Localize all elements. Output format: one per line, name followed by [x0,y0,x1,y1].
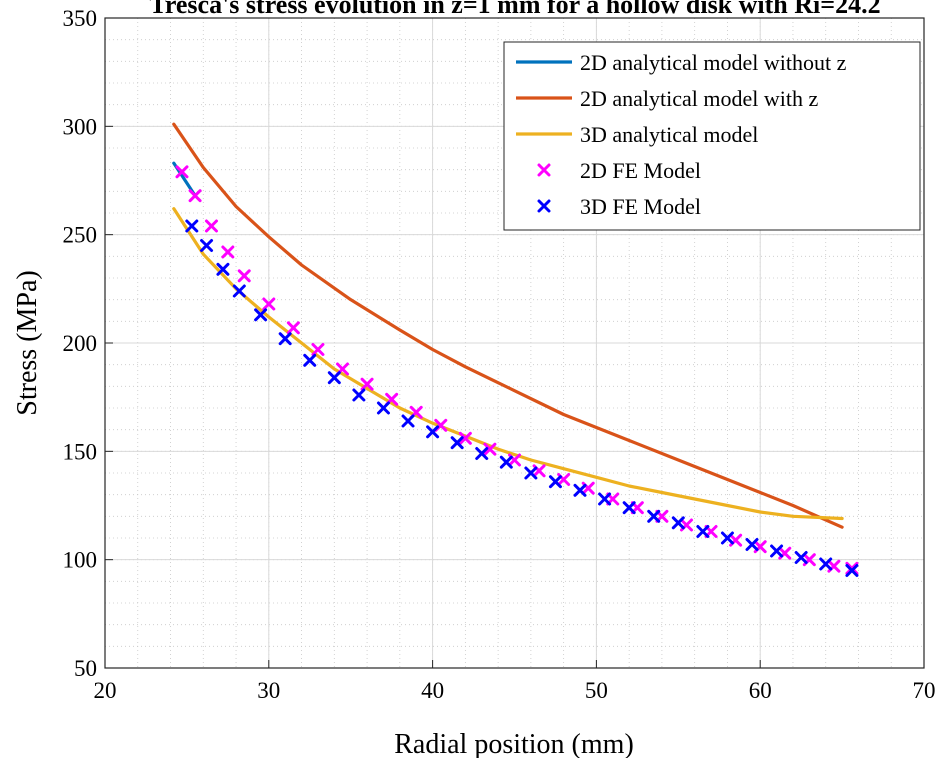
legend-label: 2D analytical model with z [580,86,818,111]
data-point-3d-fe-model [475,447,489,460]
x-tick-label: 30 [257,678,280,703]
data-point-3d-fe-model [450,436,464,450]
data-point-2d-fe-model [262,297,276,311]
data-point-3d-fe-model [327,371,341,385]
data-point-3d-fe-model [794,551,808,564]
data-point-3d-fe-model [647,509,661,523]
data-point-3d-fe-model [278,332,292,346]
data-point-2d-fe-model [188,189,202,203]
data-point-3d-fe-model [845,564,859,577]
y-tick-label: 100 [63,548,98,573]
data-point-3d-fe-model [524,466,538,480]
data-point-2d-fe-model [175,165,189,179]
data-point-2d-fe-model [845,561,859,575]
data-point-3d-fe-model [185,219,199,233]
data-point-3d-fe-model [671,516,685,530]
y-tick-label: 300 [63,114,98,139]
data-point-3d-fe-model [770,544,784,558]
chart-title: Tresca's stress evolution in z=1 mm for … [149,0,880,19]
legend-swatch-marker [537,163,551,177]
y-tick-label: 350 [63,6,98,31]
data-point-3d-fe-model [352,388,366,402]
data-point-3d-fe-model [401,414,415,428]
x-tick-label: 60 [749,678,772,703]
data-point-2d-fe-model [204,219,218,233]
data-point-3d-fe-model [254,308,268,322]
data-point-2d-fe-model [458,431,472,445]
data-point-3d-fe-model [303,353,317,367]
data-point-3d-fe-model [548,475,562,489]
data-point-3d-fe-model [426,425,440,439]
data-point-3d-fe-model [819,557,833,571]
data-point-3d-fe-model [216,262,230,276]
data-point-2d-fe-model [237,269,251,283]
data-point-2d-fe-model [286,321,300,335]
data-point-3d-fe-model [696,525,710,538]
data-point-3d-fe-model [573,483,587,497]
x-tick-label: 70 [913,678,936,703]
legend-label: 2D analytical model without z [580,50,847,75]
legend-label: 2D FE Model [580,158,701,183]
x-tick-label: 40 [421,678,444,703]
axis-ticks: 20 30 40 50 60 70 50 100 150 200 250 300 350 [63,6,936,703]
x-axis-label: Radial position (mm) [394,729,634,758]
data-point-3d-fe-model [232,284,246,298]
data-point-2d-fe-model [483,442,497,456]
data-point-3d-fe-model [745,538,759,551]
y-axis-label: Stress (MPa) [12,270,43,415]
data-point-2d-fe-model [360,377,374,391]
data-point-2d-fe-model [311,343,325,356]
data-point-3d-fe-model [720,531,734,545]
legend: 2D analytical model without z 2D analytic… [503,41,921,231]
y-tick-label: 250 [63,223,98,248]
data-point-3d-fe-model [598,492,612,506]
series-line-3d-analytical-model [172,207,844,521]
legend-swatch-marker [537,199,551,213]
x-tick-label: 20 [94,678,117,703]
x-tick-label: 50 [585,678,608,703]
data-point-3d-fe-model [622,501,636,515]
legend-label: 3D analytical model [580,122,758,147]
y-tick-label: 200 [63,331,98,356]
data-point-3d-fe-model [200,239,214,252]
legend-box [503,41,921,231]
y-tick-label: 150 [63,439,98,464]
legend-label: 3D FE Model [580,194,701,219]
data-point-3d-fe-model [499,455,513,469]
data-point-3d-fe-model [376,401,390,415]
series-line-2d-analytical-model-with-z [172,122,844,529]
data-point-2d-fe-model [221,245,235,259]
series-layer [172,122,859,577]
y-tick-label: 50 [74,656,97,681]
